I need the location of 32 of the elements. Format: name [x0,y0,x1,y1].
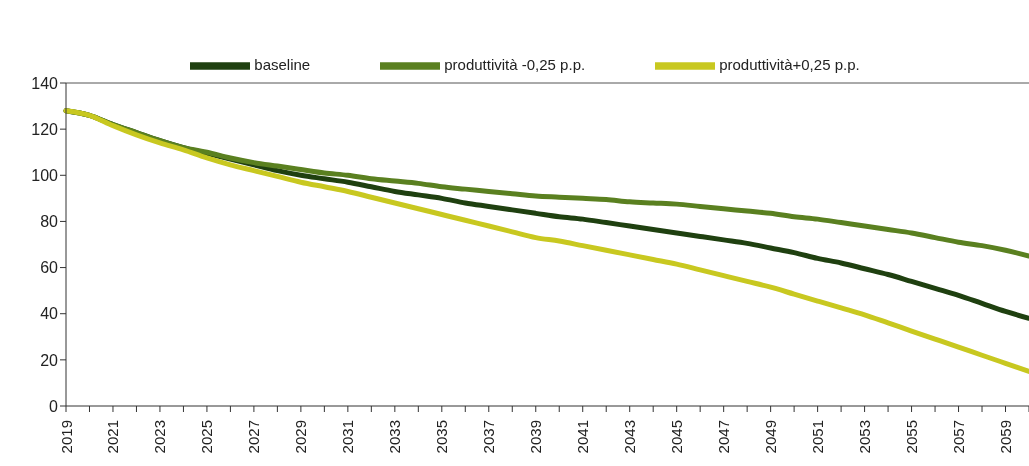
x-tick-label: 2057 [950,420,968,454]
x-tick-label: 2025 [198,420,216,454]
y-tick-label: 120 [31,120,59,138]
x-tick-label: 2023 [151,420,169,454]
x-tick-label: 2045 [668,420,686,454]
y-tick-label: 40 [40,305,59,323]
legend-label: produttività+0,25 p.p. [719,55,860,73]
legend-label: baseline [254,55,311,73]
x-tick-label: 2037 [480,420,498,454]
x-tick-label: 2027 [245,420,263,454]
x-tick-label: 2035 [433,420,451,454]
x-tick-label: 2059 [997,420,1015,454]
y-tick-label: 60 [40,259,59,277]
x-tick-label: 2039 [527,420,545,454]
x-tick-label: 2049 [762,420,780,454]
y-tick-label: 140 [31,74,59,92]
x-tick-label: 2019 [57,420,75,454]
y-tick-label: 80 [40,213,59,231]
legend-label: produttività -0,25 p.p. [444,55,586,73]
x-tick-label: 2053 [856,420,874,454]
x-tick-label: 2043 [621,420,639,454]
x-tick-label: 2033 [386,420,404,454]
y-tick-label: 0 [49,397,59,415]
x-tick-label: 2051 [809,420,827,454]
x-tick-label: 2031 [339,420,357,454]
x-tick-label: 2029 [292,420,310,454]
x-tick-label: 2047 [715,420,733,454]
x-tick-label: 2055 [903,420,921,454]
y-tick-label: 20 [40,351,59,369]
x-tick-label: 2021 [104,420,122,454]
x-tick-label: 2041 [574,420,592,454]
y-tick-label: 100 [31,166,59,184]
